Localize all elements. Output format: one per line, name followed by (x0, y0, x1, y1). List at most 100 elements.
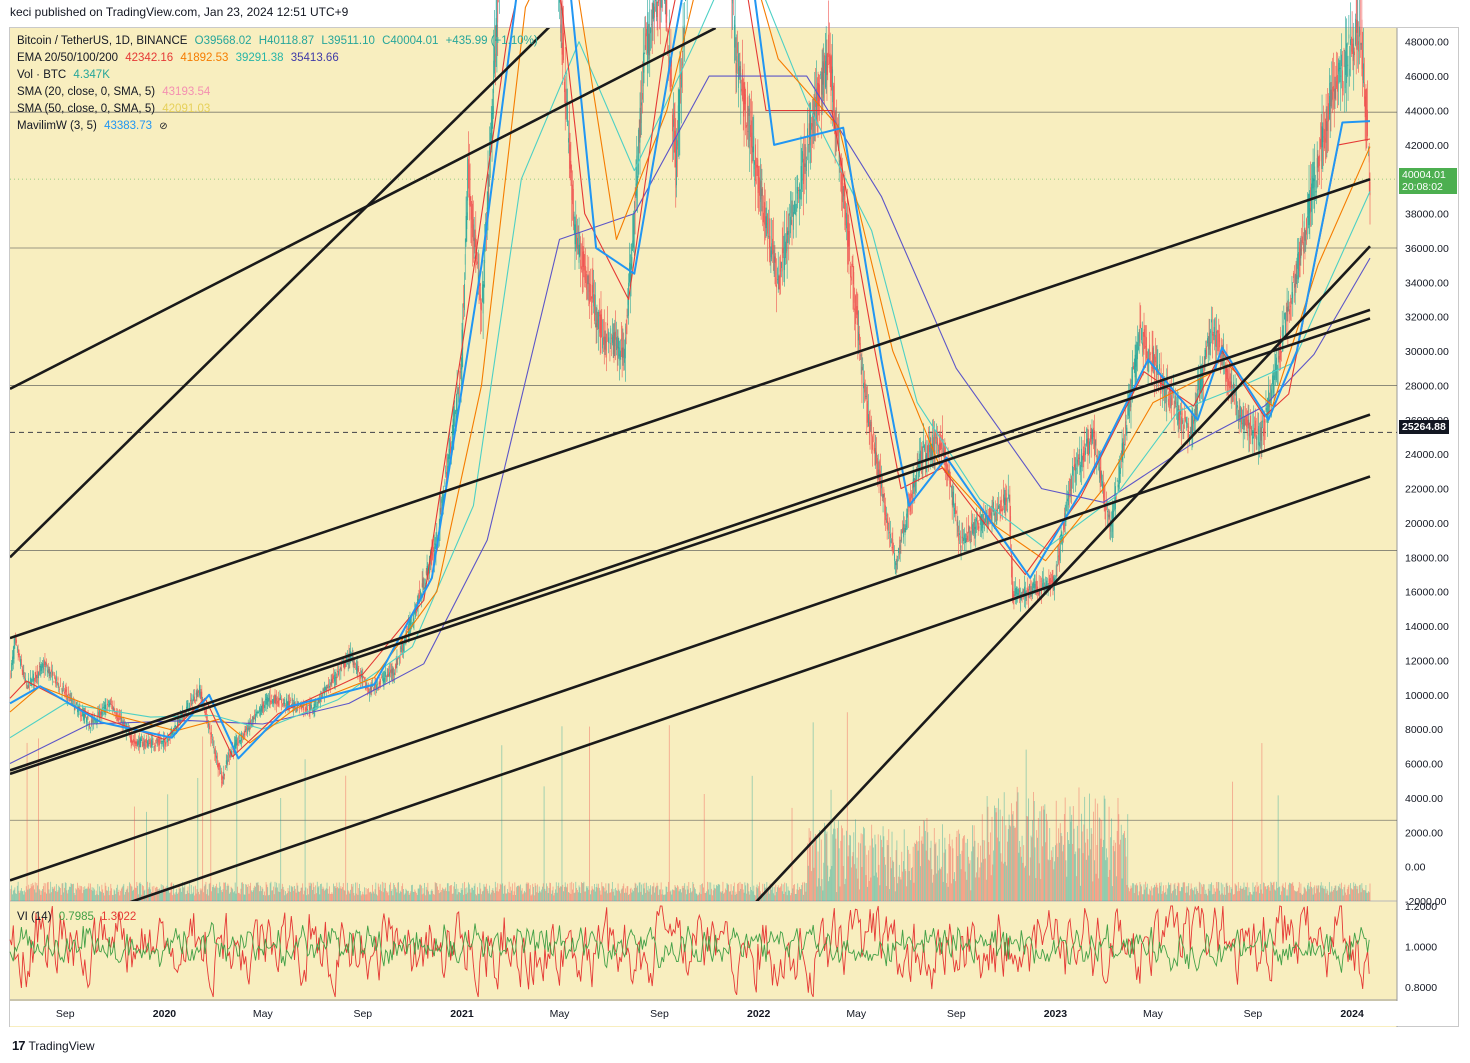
candle-body (1122, 442, 1124, 464)
volume-bar (376, 894, 378, 901)
volume-bar (1053, 869, 1055, 901)
candle-body (561, 42, 563, 55)
candle-body (814, 101, 816, 121)
volume-bar (554, 892, 556, 901)
volume-bar (605, 883, 607, 901)
volume-bar (472, 887, 473, 901)
volume-bar (517, 885, 519, 901)
candle-body (229, 751, 231, 756)
volume-bar (498, 891, 499, 901)
volume-bar (176, 888, 178, 901)
volume-bar (240, 888, 242, 901)
candle-body (1061, 532, 1063, 539)
volume-bar (750, 889, 752, 901)
candle-body (844, 186, 846, 226)
volume-bar (74, 895, 76, 901)
volume-bar (202, 736, 204, 901)
volume-bar (809, 837, 811, 901)
volume-bar (633, 891, 634, 901)
volume-bar (967, 838, 969, 901)
candle-body (577, 237, 578, 249)
volume-bar (351, 886, 353, 901)
volume-bar (275, 887, 277, 901)
candle-body (769, 235, 771, 248)
candle-body (1052, 576, 1054, 590)
volume-bar (758, 886, 760, 901)
volume-bar (607, 893, 608, 901)
candle-body (1116, 480, 1118, 482)
volume-bar (1037, 817, 1039, 901)
volume-bar (1256, 882, 1258, 901)
volume-bar (871, 824, 873, 901)
volume-bar (1106, 848, 1108, 901)
volume-bar (620, 893, 621, 901)
volume-bar (494, 892, 495, 901)
candle-body (1026, 596, 1028, 598)
volume-bar (403, 889, 404, 901)
volume-bar (433, 894, 435, 901)
candle-body (861, 366, 863, 384)
volume-bar (880, 835, 882, 901)
candle-body (600, 314, 602, 338)
volume-bar (616, 890, 617, 901)
candle-body (606, 333, 608, 351)
candle-body (1294, 283, 1295, 288)
volume-bar (992, 864, 994, 901)
volume-bar (1194, 887, 1195, 901)
candle-body (958, 532, 960, 541)
volume-bar (203, 886, 205, 901)
candle-body (1252, 436, 1254, 439)
volume-bar (777, 885, 779, 901)
candle-body (1303, 221, 1305, 227)
candle-body (972, 529, 974, 535)
candle-body (407, 624, 409, 635)
volume-bar (937, 870, 939, 901)
volume-bar (1030, 835, 1032, 901)
candle-body (1180, 409, 1181, 415)
volume-bar (257, 882, 259, 901)
volume-bar (228, 885, 230, 901)
volume-bar (1110, 837, 1112, 901)
volume-bar (198, 891, 199, 901)
candle-body (152, 741, 154, 746)
candle-body (1264, 420, 1266, 423)
candle-body (1289, 309, 1290, 315)
volume-bar (157, 889, 159, 901)
candle-body (101, 712, 103, 715)
candle-body (1293, 273, 1294, 278)
volume-bar (68, 886, 70, 901)
volume-bar (165, 889, 167, 901)
candle-body (236, 738, 238, 746)
candle-body (225, 760, 227, 764)
volume-bar (1229, 892, 1231, 901)
volume-bar (647, 886, 649, 901)
volume-bar (45, 883, 47, 901)
volume-bar (885, 885, 887, 901)
volume-bar (990, 875, 992, 901)
volume-bar (297, 885, 299, 901)
candle-body (466, 212, 468, 230)
volume-bar (414, 889, 416, 901)
candle-body (759, 179, 761, 203)
volume-bar (704, 893, 706, 901)
volume-bar (1129, 888, 1131, 901)
candle-body (1314, 166, 1316, 188)
candle-body (559, 0, 560, 3)
volume-bar (1039, 811, 1041, 901)
volume-bar (727, 884, 729, 901)
volume-bar (920, 866, 921, 901)
volume-bar (80, 885, 82, 901)
candle-body (1236, 394, 1238, 409)
candle-body (187, 703, 189, 710)
volume-bar (834, 828, 836, 901)
candle-body (1255, 432, 1257, 437)
volume-bar (105, 885, 107, 901)
candle-body (621, 347, 623, 360)
candle-body (1124, 423, 1126, 429)
candle-body (603, 321, 605, 342)
candle-body (216, 755, 218, 766)
candle-body (852, 263, 854, 285)
volume-bar (1207, 888, 1209, 901)
volume-bar (515, 894, 517, 901)
